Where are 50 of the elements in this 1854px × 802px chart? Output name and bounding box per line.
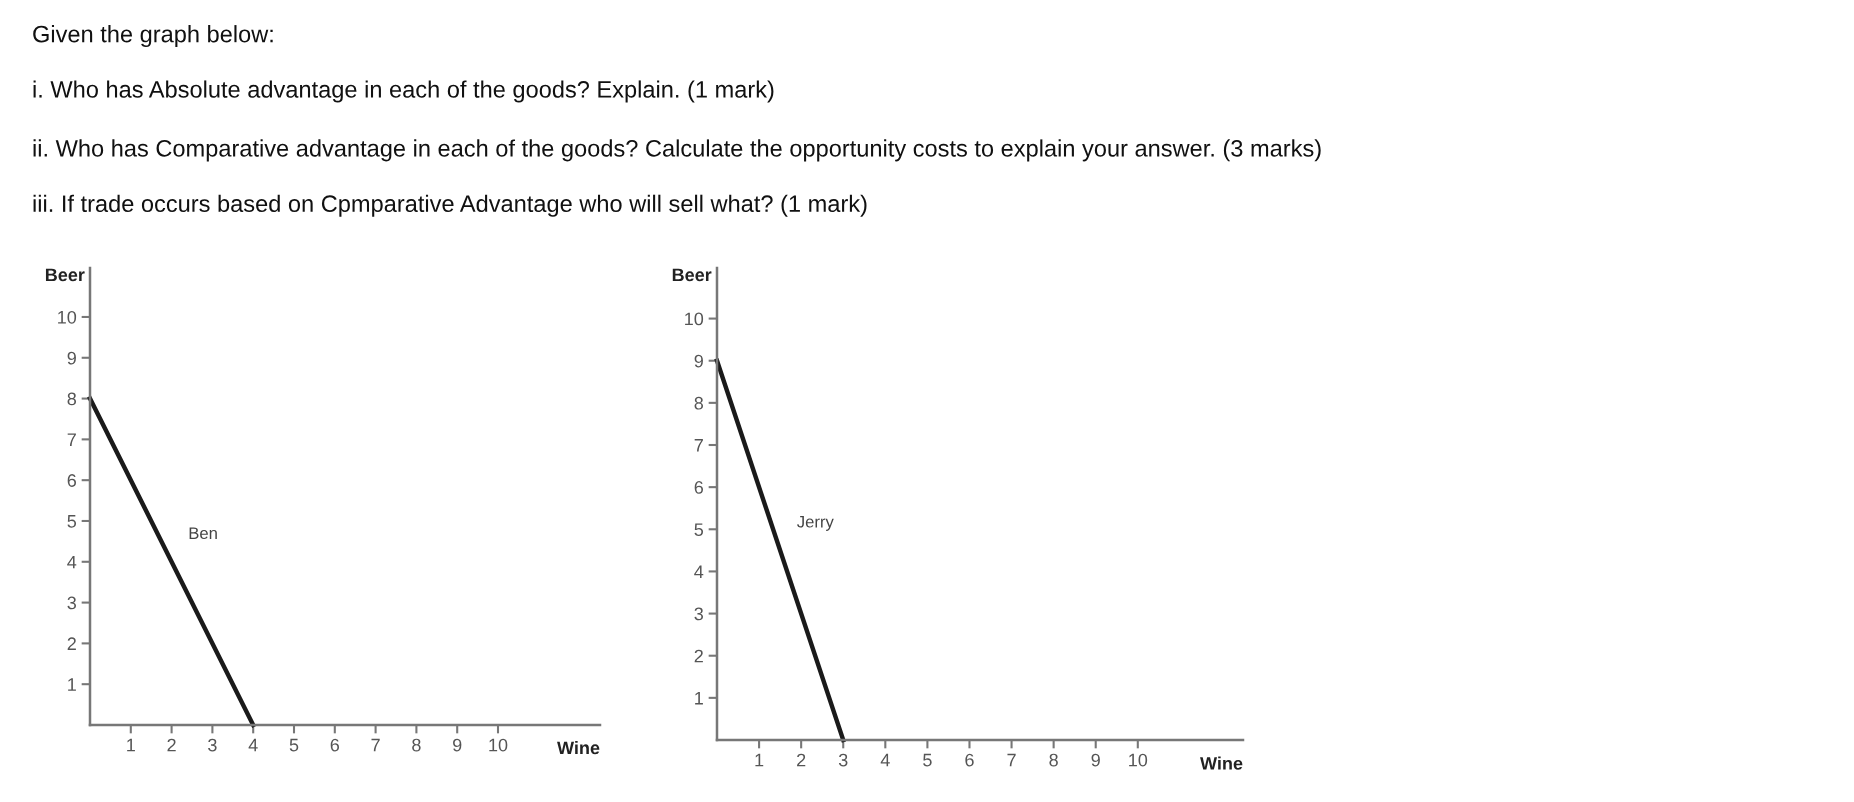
x-axis-title: Wine (557, 740, 600, 755)
y-tick-label: 6 (694, 481, 704, 494)
y-tick-label: 1 (695, 691, 703, 705)
x-tick-label: 5 (289, 738, 299, 752)
y-tick-label: 4 (67, 555, 77, 569)
y-tick-label: 8 (694, 396, 704, 410)
x-tick-label: 2 (167, 738, 176, 752)
x-tick-label: 6 (965, 753, 974, 767)
y-tick-label: 2 (67, 637, 76, 650)
x-tick-label: 8 (412, 738, 421, 752)
x-tick-label: 1 (127, 738, 135, 752)
x-tick-label: 4 (248, 738, 258, 752)
y-tick-label: 4 (694, 565, 704, 578)
x-tick-label: 7 (371, 738, 380, 752)
y-tick-label: 10 (685, 312, 704, 326)
x-tick-label: 4 (880, 753, 890, 767)
x-tick-label: 3 (208, 738, 217, 752)
text: Given the graph below: (33, 25, 273, 48)
x-tick-label: 8 (1049, 753, 1058, 767)
x-tick-label: 10 (1129, 753, 1148, 767)
y-tick-label: 8 (67, 392, 77, 406)
y-tick-label: 3 (67, 596, 77, 610)
y-tick-label: 2 (694, 649, 703, 663)
y-axis-title: Beer (45, 268, 85, 282)
series-label: Ben (189, 527, 217, 540)
text: iii. If trade occurs based on Cpmparative Advantage who will sell what? (1 mark) (33, 194, 867, 217)
x-tick-label: 9 (1091, 753, 1100, 767)
y-tick-label: 10 (58, 310, 77, 324)
y-tick-label: 7 (67, 433, 76, 446)
x-tick-label: 3 (838, 753, 848, 767)
text: ii. Who has Comparative advantage in each of the goods? Calculate the opportunity costs to explain your answer. (3 marks) (33, 139, 1321, 162)
x-tick-label: 2 (797, 753, 806, 767)
y-axis-title: Beer (672, 268, 712, 282)
x-tick-label: 5 (923, 753, 932, 767)
x-tick-label: 6 (330, 738, 340, 752)
text: i. Who has Absolute advantage in each of the goods? Explain. (1 mark) (33, 80, 774, 103)
x-tick-label: 7 (1007, 753, 1016, 767)
x-tick-label: 10 (489, 738, 508, 752)
y-tick-label: 1 (68, 678, 76, 691)
series-label: Jerry (797, 515, 834, 531)
y-tick-label: 6 (67, 474, 77, 487)
x-tick-label: 9 (453, 738, 462, 752)
x-axis-title: Wine (1200, 756, 1243, 770)
y-tick-label: 9 (694, 354, 703, 368)
y-tick-label: 5 (67, 515, 77, 528)
x-tick-label: 1 (755, 753, 764, 767)
y-tick-label: 5 (694, 523, 704, 537)
y-tick-label: 9 (67, 351, 76, 365)
y-tick-label: 3 (694, 607, 704, 621)
y-tick-label: 7 (694, 439, 703, 452)
